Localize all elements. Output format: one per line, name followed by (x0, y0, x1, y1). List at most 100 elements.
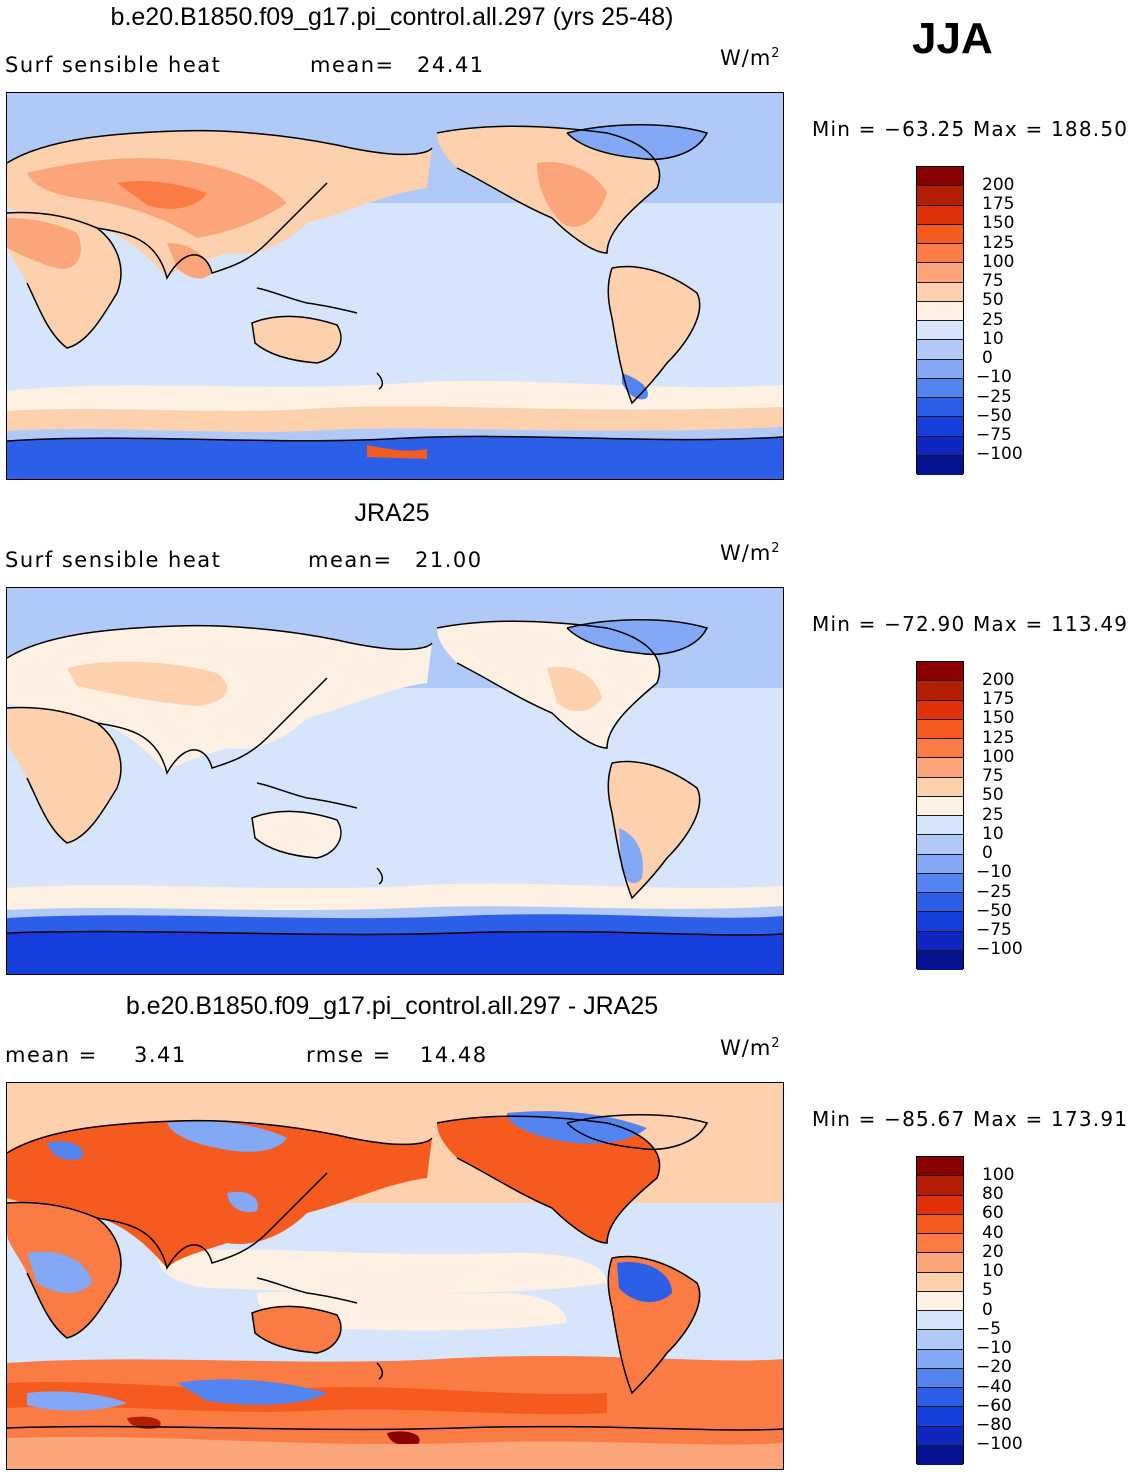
panel-3-colorbar (916, 1156, 964, 1465)
colorbar-tick-label: −100 (976, 1434, 1023, 1455)
panel-3-rmse-label: rmse = (306, 1043, 392, 1067)
panel-2-min-label: Min = (812, 612, 877, 636)
colorbar-tick-label: 50 (982, 290, 1004, 311)
colorbar-swatch (917, 796, 963, 816)
colorbar-swatch (917, 1349, 963, 1369)
panel-3-max-label: Max = (972, 1107, 1044, 1131)
panel-1-variable-label: Surf sensible heat (5, 53, 222, 77)
colorbar-swatch (917, 378, 963, 398)
panel-2-units: W/m2 (720, 541, 781, 565)
panel-3-title: b.e20.B1850.f09_g17.pi_control.all.297 -… (125, 992, 659, 1020)
colorbar-tick-label: 100 (982, 1164, 1015, 1185)
colorbar-swatch (917, 436, 963, 456)
colorbar-tick-label: 75 (982, 271, 1004, 291)
colorbar-tick-label: −50 (976, 405, 1012, 426)
colorbar-tick-label: 60 (982, 1203, 1004, 1224)
colorbar-tick-label: −25 (976, 386, 1012, 407)
panel-2-variable-label: Surf sensible heat (5, 548, 222, 572)
panel-3-min-value: −85.67 (884, 1107, 966, 1131)
panel-1-max-value: 188.50 (1050, 117, 1129, 141)
colorbar-swatch (917, 681, 963, 701)
panel-1-title: b.e20.B1850.f09_g17.pi_control.all.297 (… (110, 3, 674, 31)
panel-3-min-label: Min = (812, 1107, 877, 1131)
colorbar-tick-label: −75 (976, 425, 1012, 445)
colorbar-tick-label: 175 (982, 689, 1015, 709)
colorbar-swatch (917, 950, 963, 970)
colorbar-tick-label: 0 (982, 348, 993, 368)
panel-1-colorbar (916, 166, 964, 475)
colorbar-swatch (917, 244, 963, 264)
colorbar-swatch (917, 417, 963, 437)
colorbar-swatch (917, 301, 963, 321)
colorbar-tick-label: 5 (982, 1280, 993, 1301)
colorbar-swatch (917, 455, 963, 475)
panel-2-mean-label: mean= (308, 548, 393, 572)
panel-2-mean-value: 21.00 (415, 548, 483, 572)
colorbar-tick-label: −50 (976, 900, 1012, 921)
panel-2-max-label: Max = (972, 612, 1044, 636)
colorbar-tick-label: −20 (976, 1357, 1012, 1378)
colorbar-tick-label: −10 (976, 862, 1012, 883)
panel-1-max-label: Max = (972, 117, 1044, 141)
colorbar-swatch (917, 282, 963, 302)
colorbar-tick-label: 20 (982, 1241, 1004, 1262)
panel-3-rmse-value: 14.48 (420, 1043, 488, 1067)
colorbar-tick-label: 175 (982, 194, 1015, 214)
colorbar-swatch (917, 1445, 963, 1465)
colorbar-swatch (917, 1234, 963, 1254)
colorbar-tick-label: 100 (982, 251, 1015, 272)
colorbar-tick-label: 150 (982, 708, 1015, 729)
colorbar-swatch (917, 719, 963, 739)
colorbar-tick-label: 125 (982, 232, 1015, 253)
panel-2-colorbar (916, 661, 964, 970)
colorbar-swatch (917, 893, 963, 913)
colorbar-swatch (917, 1388, 963, 1408)
colorbar-swatch (917, 186, 963, 206)
colorbar-tick-label: 200 (982, 174, 1015, 195)
colorbar-swatch (917, 835, 963, 855)
panel-1-units: W/m2 (720, 46, 781, 70)
panel-1-mean-label: mean= (310, 53, 395, 77)
colorbar-tick-label: 125 (982, 727, 1015, 748)
colorbar-swatch (917, 700, 963, 720)
colorbar-swatch (917, 1311, 963, 1331)
colorbar-tick-label: 200 (982, 669, 1015, 690)
colorbar-tick-label: 25 (982, 309, 1004, 330)
colorbar-swatch (917, 758, 963, 778)
colorbar-tick-label: 25 (982, 804, 1004, 825)
colorbar-tick-label: 0 (982, 843, 993, 863)
colorbar-tick-label: 75 (982, 766, 1004, 786)
colorbar-tick-label: 100 (982, 746, 1015, 767)
panel-1-mean-value: 24.41 (417, 53, 485, 77)
panel-3-minmax: Min = −85.67 Max = 173.91 (812, 1107, 1128, 1131)
season-label: JJA (912, 14, 993, 63)
colorbar-swatch (917, 224, 963, 244)
colorbar-swatch (917, 816, 963, 836)
panel-2-map (6, 587, 784, 975)
colorbar-swatch (917, 321, 963, 341)
colorbar-tick-label: −80 (976, 1415, 1012, 1435)
colorbar-swatch (917, 1407, 963, 1427)
panel-1-min-value: −63.25 (884, 117, 966, 141)
colorbar-tick-label: 50 (982, 785, 1004, 806)
colorbar-swatch (917, 873, 963, 893)
panel-3-map (6, 1082, 784, 1470)
colorbar-swatch (917, 359, 963, 379)
panel-2-max-value: 113.49 (1050, 612, 1129, 636)
panel-3-units: W/m2 (720, 1036, 781, 1060)
colorbar-swatch (917, 777, 963, 797)
panel-1-min-label: Min = (812, 117, 877, 141)
colorbar-swatch (917, 1253, 963, 1273)
colorbar-swatch (917, 263, 963, 283)
colorbar-tick-label: 40 (982, 1222, 1004, 1243)
colorbar-tick-label: −25 (976, 881, 1012, 902)
colorbar-tick-label: 0 (982, 1299, 993, 1320)
colorbar-swatch (917, 1368, 963, 1388)
colorbar-swatch (917, 1272, 963, 1292)
colorbar-swatch (917, 912, 963, 932)
colorbar-swatch (917, 662, 963, 682)
colorbar-swatch (917, 1330, 963, 1350)
colorbar-tick-label: 10 (982, 328, 1004, 349)
colorbar-tick-label: 10 (982, 1261, 1004, 1281)
colorbar-swatch (917, 167, 963, 187)
